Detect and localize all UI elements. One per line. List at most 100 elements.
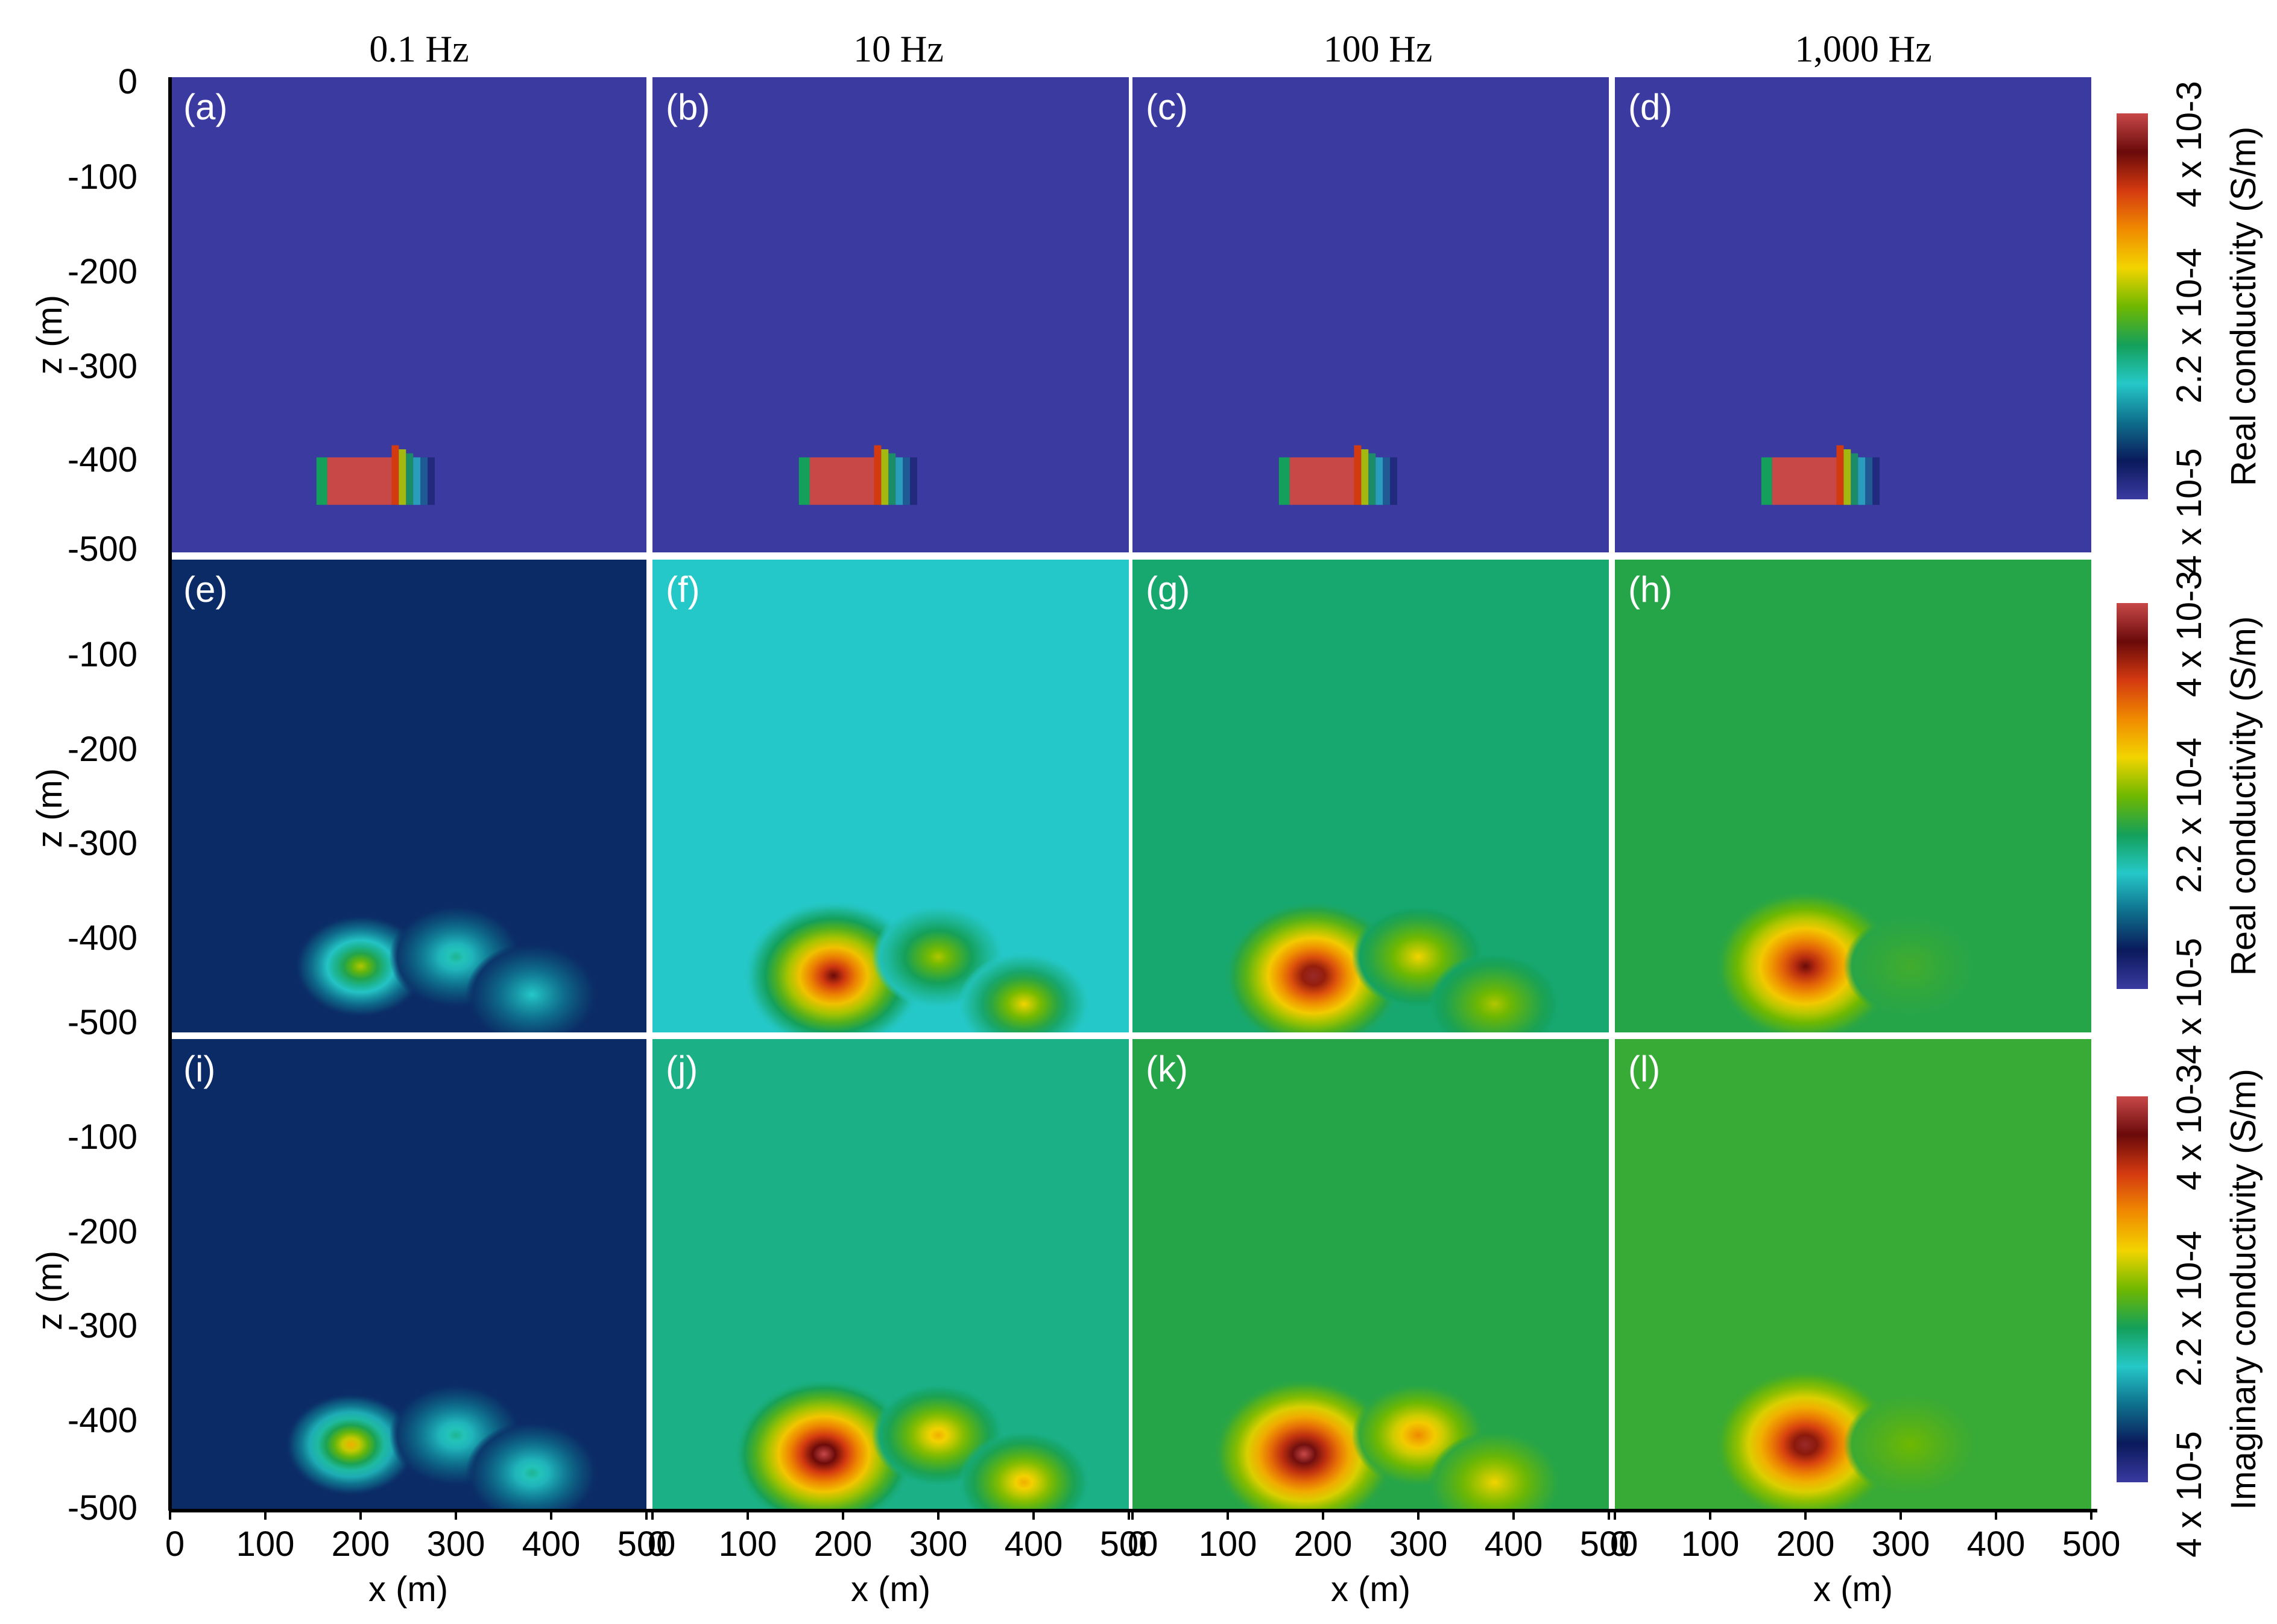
x-tick-label: 300 <box>427 1524 485 1564</box>
colorbars: 4 x 10-5 2.2 x 10-4 4 x 10-3 Real conductiv… <box>2117 81 2263 1558</box>
colorbar-tick: 2.2 x 10-4 <box>2170 738 2209 893</box>
panel-label: (f) <box>666 569 700 610</box>
panel-label: (l) <box>1628 1049 1660 1089</box>
conductivity-anomaly-blob <box>733 1379 915 1511</box>
conductivity-anomaly-blob <box>1714 1369 1896 1511</box>
conductivity-anomaly-blob <box>957 952 1091 1032</box>
anomaly-edge <box>1361 449 1369 505</box>
anomaly-edge <box>1278 457 1290 505</box>
anomaly-edge <box>406 453 414 505</box>
z-tick-r3-3: -300 <box>68 1306 137 1345</box>
z-axis: 0 -100 -200 -300 -400 -500 -100 -200 -30… <box>30 62 172 1528</box>
colorbar-tick: 4 x 10-3 <box>2170 1064 2209 1190</box>
colorbar-tick: 4 x 10-5 <box>2170 448 2209 575</box>
z-tick-r2-1: -100 <box>68 635 137 674</box>
colorbar-2: 4 x 10-5 2.2 x 10-4 4 x 10-3 Imaginary cond… <box>2117 1064 2263 1558</box>
x-tick-label: 200 <box>1294 1524 1353 1564</box>
panel-a <box>170 77 646 552</box>
colorbar-label: Real conductivity (S/m) <box>2224 127 2263 486</box>
z-tick-r3-1: -100 <box>68 1117 137 1157</box>
colorbar-1: 4 x 10-5 2.2 x 10-4 4 x 10-3 Real conductiv… <box>2117 570 2263 1064</box>
z-tick-r1-5: -500 <box>68 529 137 569</box>
panel-c <box>1132 77 1609 552</box>
panel-label: (g) <box>1146 569 1190 610</box>
colorbar-tick: 2.2 x 10-4 <box>2170 1231 2209 1386</box>
x-tick-label: 300 <box>1872 1524 1930 1564</box>
anomaly-edge <box>316 457 327 505</box>
conductivity-anomaly-blob <box>1427 952 1561 1032</box>
z-tick-r3-4: -400 <box>68 1401 137 1440</box>
anomaly-edge <box>895 457 903 505</box>
x-tick-label: 300 <box>1389 1524 1448 1564</box>
anomaly-core <box>1289 457 1354 505</box>
z-tick-r2-3: -300 <box>68 824 137 863</box>
x-tick-label: 100 <box>1199 1524 1257 1564</box>
x-axis-label: x (m) <box>851 1570 930 1609</box>
column-title-1: 10 Hz <box>853 29 944 70</box>
anomaly-edge <box>428 457 435 505</box>
x-tick-label: 200 <box>332 1524 390 1564</box>
panel-label: (e) <box>183 569 227 610</box>
anomaly-edge <box>874 445 882 505</box>
x-tick-label: 100 <box>719 1524 777 1564</box>
anomaly-edge <box>391 445 399 505</box>
z-axis-label-r1: z (m) <box>30 295 69 374</box>
z-tick-r1-1: -100 <box>68 157 137 197</box>
z-axis-label-r3: z (m) <box>30 1251 69 1330</box>
anomaly-edge <box>1354 445 1362 505</box>
panel-label: (i) <box>183 1049 215 1089</box>
anomaly-edge <box>888 453 896 505</box>
panel-k <box>1132 1039 1609 1511</box>
x-tick-label: 400 <box>1005 1524 1063 1564</box>
panel-label: (j) <box>666 1049 698 1089</box>
panel-label: (d) <box>1628 87 1672 127</box>
x-tick-label: 100 <box>236 1524 295 1564</box>
conductivity-anomaly-blob <box>1714 890 1896 1032</box>
anomaly-edge <box>420 457 428 505</box>
x-axis-label: x (m) <box>1813 1570 1893 1609</box>
z-tick-r1-2: -200 <box>68 252 137 291</box>
x-axes: 0 0 0 0 100 100 100 100 200 200 200 200 300 300 300 300… <box>165 1509 2121 1609</box>
anomaly-edge <box>413 457 421 505</box>
colorbar-tick: 4 x 10-3 <box>2170 81 2209 207</box>
x-tick-label: 400 <box>1967 1524 2026 1564</box>
x-tick-label: 200 <box>814 1524 873 1564</box>
conductivity-anomaly-blob <box>1843 1392 1977 1497</box>
anomaly-core <box>327 457 392 505</box>
x-tick-label: 500 <box>2062 1524 2121 1564</box>
conductivity-anomaly-blob <box>743 900 924 1032</box>
colorbar-label: Imaginary conductivity (S/m) <box>2224 1069 2263 1510</box>
panel-label: (h) <box>1628 569 1672 610</box>
colorbar-ramp <box>2117 1096 2148 1482</box>
anomaly-edge <box>1858 457 1866 505</box>
x-tick-label: 400 <box>1485 1524 1543 1564</box>
panel-f <box>652 560 1129 1032</box>
x-tick-label: 500 <box>617 1524 676 1564</box>
anomaly-edge <box>881 449 889 505</box>
conductivity-anomaly-blob <box>1213 1379 1395 1511</box>
panel-label: (b) <box>666 87 710 127</box>
z-tick-r2-4: -400 <box>68 918 137 958</box>
conductivity-anomaly-blob <box>957 1430 1091 1511</box>
panel-b <box>652 77 1129 552</box>
x-tick-label: 0 <box>165 1524 185 1564</box>
anomaly-edge <box>399 449 406 505</box>
panel-i <box>170 1039 646 1511</box>
z-tick-r1-3: -300 <box>68 347 137 386</box>
conductivity-anomaly-blob <box>1843 914 1977 1019</box>
anomaly-edge <box>903 457 911 505</box>
panel-l <box>1615 1039 2091 1511</box>
colorbar-tick: 4 x 10-3 <box>2170 570 2209 697</box>
anomaly-edge <box>1383 457 1391 505</box>
panel-h <box>1615 560 2091 1032</box>
conductivity-anomaly-blob <box>1223 900 1404 1032</box>
column-title-0: 0.1 Hz <box>369 29 469 70</box>
panel-label: (k) <box>1146 1049 1188 1089</box>
anomaly-edge <box>910 457 917 505</box>
column-title-2: 100 Hz <box>1324 29 1433 70</box>
z-tick-r1-0: 0 <box>118 62 137 101</box>
z-tick-r3-5: -500 <box>68 1488 137 1528</box>
x-tick-label: 500 <box>1580 1524 1638 1564</box>
panel-grid: (a) (b) (c) (d) (e) (f) (g) (h) (i) (j) (k) (l) <box>170 77 2091 1511</box>
